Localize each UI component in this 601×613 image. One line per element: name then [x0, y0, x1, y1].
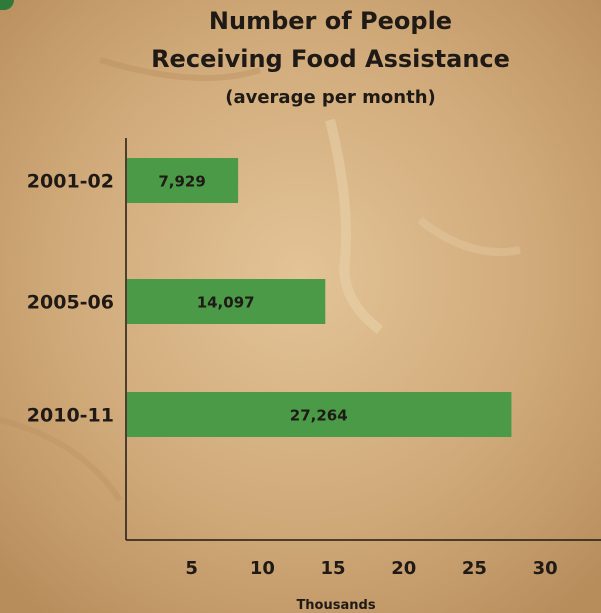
x-tick-label-5: 5 [185, 558, 198, 579]
x-tick-label-30: 30 [533, 558, 558, 579]
x-tick-label-25: 25 [462, 558, 487, 579]
chart-title-line-1: Number of People [208, 7, 453, 35]
x-tick-label-10: 10 [250, 558, 275, 579]
bar-2010-11 [127, 392, 512, 437]
x-tick-label-20: 20 [391, 558, 416, 579]
bar-value-label-2001-02: 7,929 [158, 173, 205, 191]
chart-title-line-2: Receiving Food Assistance [151, 45, 510, 73]
corner-leaf-decoration [0, 0, 14, 10]
bar-value-label-2005-06: 14,097 [197, 294, 255, 312]
chart-subtitle: (average per month) [225, 87, 436, 108]
x-axis-title: Thousands [296, 598, 375, 613]
bar-2001-02 [127, 158, 239, 203]
bar-2005-06 [127, 279, 326, 324]
category-label-2010-11: 2010-11 [27, 405, 114, 427]
category-label-2005-06: 2005-06 [27, 292, 114, 314]
category-label-2001-02: 2001-02 [27, 171, 114, 193]
x-tick-label-15: 15 [321, 558, 346, 579]
bar-value-label-2010-11: 27,264 [290, 407, 348, 425]
